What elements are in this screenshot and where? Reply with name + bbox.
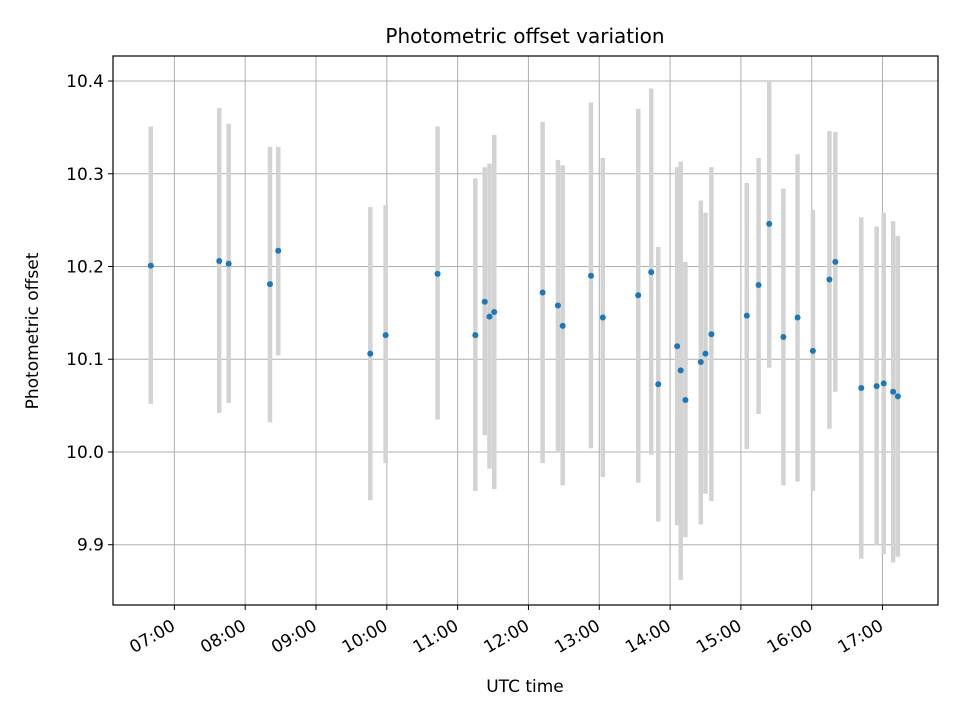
data-point — [755, 282, 762, 289]
plot-frame — [112, 55, 939, 606]
data-point — [225, 260, 232, 267]
data-point — [472, 332, 479, 339]
y-tick-label: 10.0 — [66, 443, 104, 463]
data-point — [766, 220, 773, 227]
data-point — [894, 393, 901, 400]
data-point — [491, 308, 498, 315]
data-point — [481, 298, 488, 305]
data-point — [858, 384, 865, 391]
y-tick-label: 10.1 — [66, 350, 104, 370]
data-point — [588, 272, 595, 279]
data-point — [599, 314, 606, 321]
data-point — [554, 302, 561, 309]
x-axis-label: UTC time — [486, 677, 564, 697]
data-point — [648, 269, 655, 276]
data-point — [655, 381, 662, 388]
data-point — [880, 380, 887, 387]
data-point — [275, 247, 282, 254]
data-point — [794, 314, 801, 321]
data-point — [780, 333, 787, 340]
data-point — [147, 262, 154, 269]
chart-title: Photometric offset variation — [385, 24, 664, 48]
y-tick-label: 10.2 — [66, 258, 104, 278]
data-points — [147, 220, 901, 404]
data-point — [708, 331, 715, 338]
y-tick-label: 10.3 — [66, 165, 104, 185]
data-point — [635, 292, 642, 299]
data-point — [832, 258, 839, 265]
data-point — [559, 322, 566, 329]
data-point — [826, 276, 833, 283]
data-point — [890, 388, 897, 395]
y-tick-label: 9.9 — [77, 536, 104, 556]
data-point — [382, 332, 389, 339]
data-point — [486, 313, 493, 320]
data-point — [539, 289, 546, 296]
y-tick-label: 10.4 — [66, 72, 104, 92]
data-point — [434, 270, 441, 277]
data-point — [677, 367, 684, 374]
data-point — [873, 383, 880, 390]
data-point — [266, 281, 273, 288]
data-point — [682, 397, 689, 404]
y-axis-label: Photometric offset — [23, 252, 43, 409]
data-point — [367, 350, 374, 357]
data-point — [674, 343, 681, 350]
y-axis-ticks: 9.9 10.0 10.1 10.2 10.3 10.4 — [66, 72, 113, 556]
data-point — [809, 347, 816, 354]
data-point — [216, 257, 223, 264]
data-point — [743, 312, 750, 319]
grid — [113, 56, 938, 605]
data-point — [702, 350, 709, 357]
data-point — [697, 359, 704, 366]
